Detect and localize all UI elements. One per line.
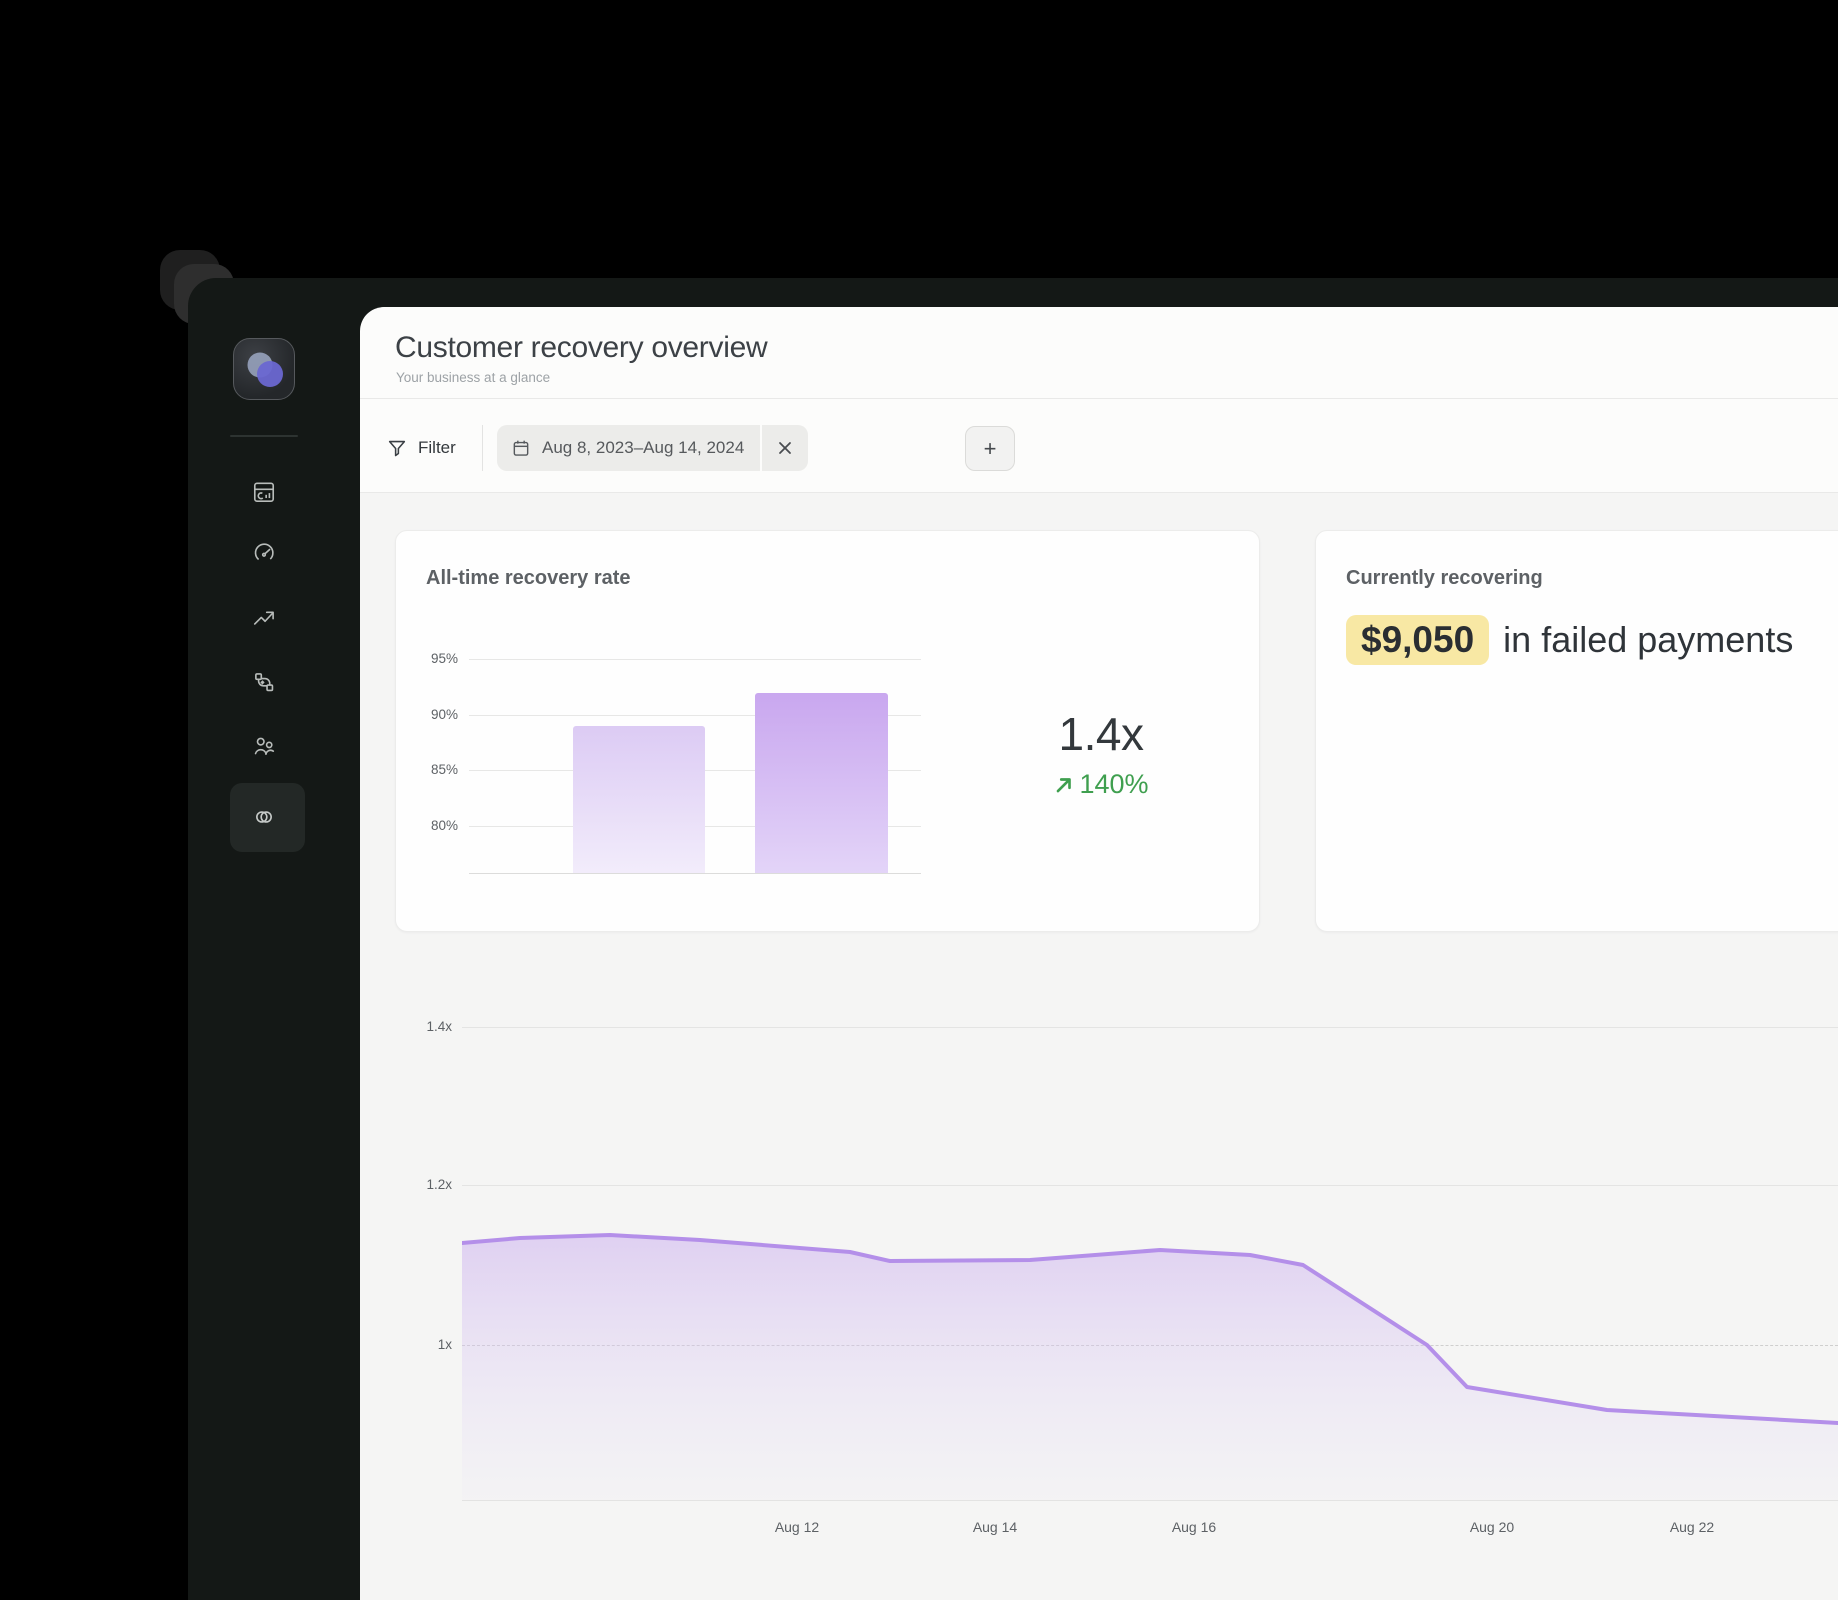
mini-baseline bbox=[469, 873, 921, 874]
brand-logo-icon bbox=[247, 352, 283, 387]
close-icon bbox=[779, 442, 792, 454]
mini-ytick-85: 85% bbox=[430, 762, 458, 777]
page-subtitle: Your business at a glance bbox=[396, 370, 551, 385]
sidebar-item-performance[interactable] bbox=[251, 540, 277, 566]
currently-recovering-card: Currently recovering $9,050 in failed pa… bbox=[1315, 530, 1838, 932]
big-ytick-1x: 1x bbox=[437, 1337, 452, 1352]
recovery-rate-card: All-time recovery rate 95% 90% 85% 80% 1… bbox=[395, 530, 1260, 932]
funnel-icon bbox=[388, 440, 406, 457]
area-fill bbox=[462, 1235, 1838, 1500]
app-window: Customer recovery overview Your business… bbox=[188, 278, 1838, 1600]
sidebar-divider bbox=[230, 435, 298, 437]
mini-bar-chart bbox=[469, 659, 921, 873]
filter-button[interactable]: Filter bbox=[386, 425, 456, 471]
big-ytick-1-2x: 1.2x bbox=[426, 1177, 452, 1192]
recovery-rate-card-title: All-time recovery rate bbox=[426, 567, 631, 589]
mini-ytick-95: 95% bbox=[430, 651, 458, 666]
x-tick-label: Aug 22 bbox=[1669, 1519, 1715, 1535]
currently-recovering-title: Currently recovering bbox=[1346, 567, 1543, 589]
x-axis-labels: Aug 12 Aug 14 Aug 16 Aug 20 Aug 22 bbox=[462, 1519, 1838, 1539]
sidebar-item-dashboard[interactable] bbox=[251, 479, 277, 505]
page-title: Customer recovery overview bbox=[395, 331, 768, 364]
add-filter-button[interactable]: + bbox=[965, 426, 1015, 471]
sidebar bbox=[188, 278, 360, 1600]
date-range-chip-main[interactable]: Aug 8, 2023–Aug 14, 2024 bbox=[497, 425, 761, 471]
date-range-chip[interactable]: Aug 8, 2023–Aug 14, 2024 bbox=[497, 425, 809, 471]
remove-filter-button[interactable] bbox=[762, 425, 809, 471]
main-panel: Customer recovery overview Your business… bbox=[360, 307, 1838, 1600]
arrow-up-right-icon bbox=[1057, 777, 1072, 792]
calendar-icon bbox=[513, 440, 529, 456]
filter-row-divider bbox=[360, 492, 1838, 493]
mini-ytick-90: 90% bbox=[430, 707, 458, 722]
header-divider bbox=[360, 398, 1838, 399]
amount-description: in failed payments bbox=[1503, 619, 1794, 660]
dashboard-calendar-icon bbox=[253, 482, 275, 503]
x-tick-label: Aug 20 bbox=[1469, 1519, 1515, 1535]
gauge-icon bbox=[254, 543, 274, 561]
currently-recovering-amount-row: $9,050 in failed payments bbox=[1346, 615, 1793, 665]
big-ytick-1-4x: 1.4x bbox=[426, 1019, 452, 1034]
recovery-rate-stat: 1.4x 140% bbox=[1001, 707, 1201, 800]
amount-highlight: $9,050 bbox=[1346, 615, 1490, 665]
mini-gridline bbox=[469, 659, 921, 660]
stat-value: 1.4x bbox=[1058, 708, 1144, 760]
x-axis-line bbox=[462, 1500, 1838, 1501]
date-range-value: Aug 8, 2023–Aug 14, 2024 bbox=[542, 438, 745, 457]
sidebar-item-customers[interactable] bbox=[251, 733, 277, 759]
mini-ytick-80: 80% bbox=[430, 818, 458, 833]
bar-period-1[interactable] bbox=[573, 725, 705, 873]
big-gridline-1-2x bbox=[462, 1185, 1838, 1186]
stat-change: 140% bbox=[1001, 769, 1201, 800]
bar-period-2[interactable] bbox=[755, 692, 888, 873]
stat-change-value: 140% bbox=[1079, 769, 1149, 799]
x-tick-label: Aug 14 bbox=[972, 1519, 1018, 1535]
venn-circles-icon bbox=[256, 811, 272, 823]
sidebar-item-automations[interactable] bbox=[251, 669, 277, 695]
users-icon bbox=[254, 737, 275, 756]
filter-divider bbox=[482, 425, 483, 471]
trend-up-icon bbox=[253, 611, 274, 625]
sidebar-item-recovery[interactable] bbox=[251, 804, 277, 830]
sidebar-item-trends[interactable] bbox=[251, 605, 277, 631]
brand-logo[interactable] bbox=[233, 338, 295, 400]
x-tick-label: Aug 12 bbox=[774, 1519, 820, 1535]
big-gridline-1-4x bbox=[462, 1027, 1838, 1028]
area-chart[interactable] bbox=[462, 1000, 1838, 1500]
x-tick-label: Aug 16 bbox=[1171, 1519, 1217, 1535]
mini-gridline bbox=[469, 715, 921, 716]
filter-label: Filter bbox=[418, 438, 456, 457]
workflow-icon bbox=[255, 673, 274, 692]
area-line bbox=[462, 1233, 1838, 1425]
